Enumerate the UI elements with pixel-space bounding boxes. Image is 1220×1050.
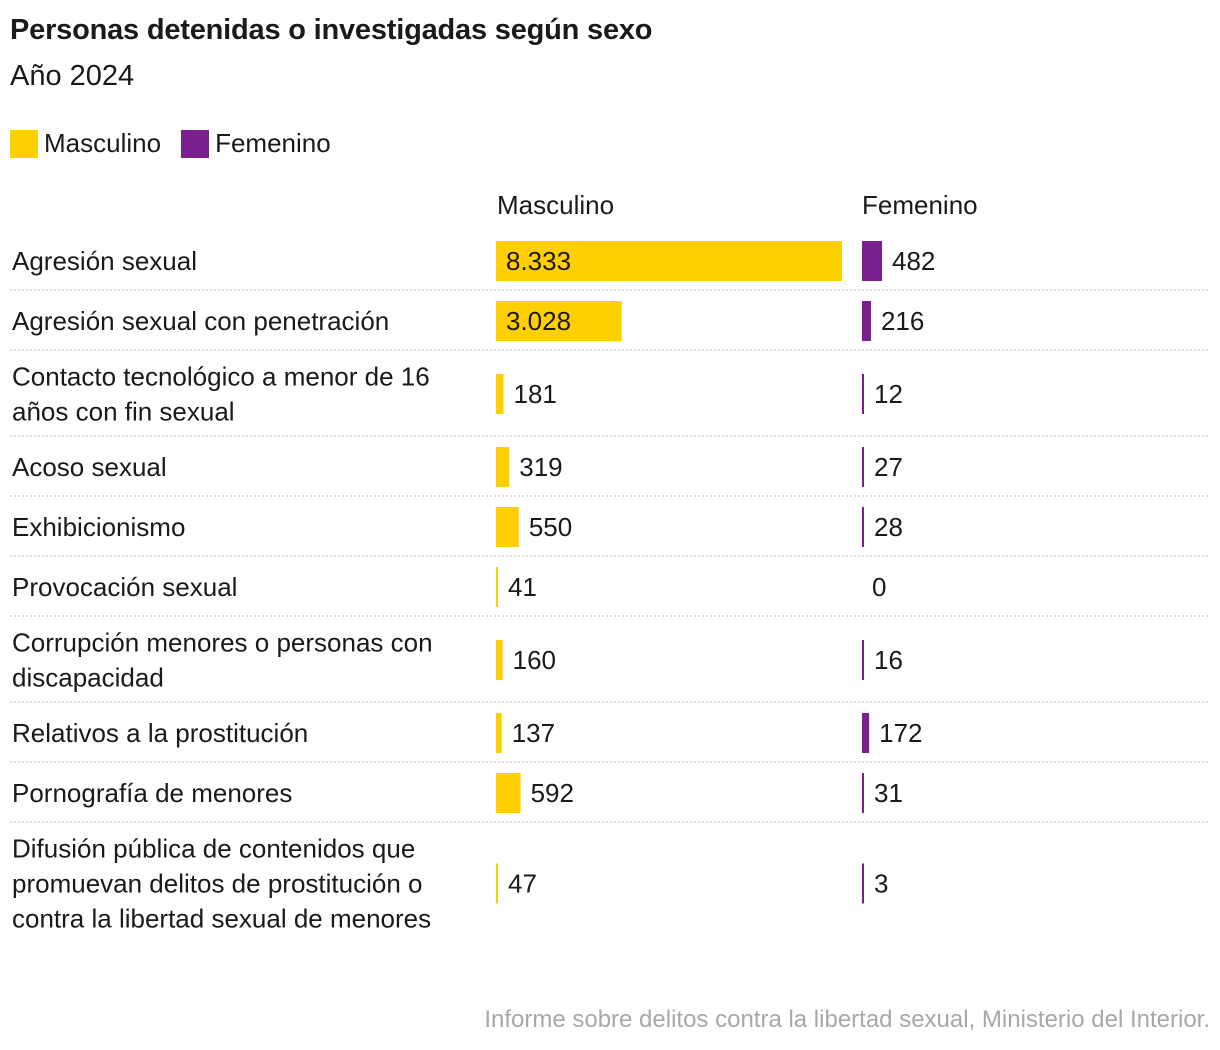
bar-masculino [496, 773, 521, 813]
bar-chart: Agresión sexual 8.333 482 Agresión sexual c… [10, 241, 1208, 934]
value-label-masculino: 319 [519, 452, 562, 482]
value-label-femenino: 27 [874, 452, 903, 482]
row-label: Acoso sexual [12, 452, 167, 482]
bar-masculino [496, 241, 842, 281]
bar-masculino [496, 713, 502, 753]
legend-item-masculino: Masculino [10, 128, 161, 159]
value-label-masculino: 137 [512, 718, 555, 748]
value-label-masculino: 8.333 [506, 246, 571, 276]
bar-femenino [862, 241, 883, 281]
row-label: Agresión sexual [12, 246, 197, 276]
row-label: Contacto tecnológico a menor de 16 [12, 362, 430, 392]
value-label-masculino: 592 [531, 778, 574, 808]
legend: Masculino Femenino [10, 128, 351, 159]
row-label: Pornografía de menores [12, 778, 292, 808]
row-label: Difusión pública de contenidos que [12, 834, 415, 864]
legend-label-masculino: Masculino [44, 128, 162, 158]
value-label-masculino: 550 [529, 512, 572, 542]
bar-masculino [496, 863, 498, 904]
bar-femenino [862, 640, 864, 680]
bar-masculino [496, 301, 622, 341]
bar-femenino [862, 507, 864, 547]
bar-masculino [496, 507, 519, 547]
bar-femenino [862, 301, 871, 341]
value-label-masculino: 181 [514, 379, 557, 409]
value-label-femenino: 28 [874, 512, 903, 542]
value-label-femenino: 0 [872, 572, 886, 602]
bar-masculino [496, 640, 503, 680]
bar-femenino [862, 713, 870, 753]
bar-femenino [862, 374, 864, 414]
row-label: años con fin sexual [12, 397, 235, 427]
value-label-femenino: 216 [881, 306, 924, 336]
column-header-femenino: Femenino [862, 190, 978, 220]
value-label-femenino: 172 [879, 718, 922, 748]
source-note: Informe sobre delitos contra la libertad… [484, 1006, 1210, 1033]
legend-label-femenino: Femenino [215, 128, 331, 158]
chart-title: Personas detenidas o investigadas según … [10, 14, 653, 46]
column-header-masculino: Masculino [497, 190, 615, 220]
legend-item-femenino: Femenino [181, 128, 331, 159]
bar-femenino [862, 447, 864, 487]
value-label-masculino: 160 [513, 645, 556, 675]
value-label-femenino: 31 [874, 778, 903, 808]
row-label: discapacidad [12, 663, 164, 693]
row-label: Corrupción menores o personas con [12, 628, 433, 658]
bar-masculino [496, 567, 498, 607]
bar-masculino [496, 447, 510, 487]
legend-swatch-femenino [181, 129, 210, 158]
value-label-masculino: 47 [508, 869, 537, 899]
bar-masculino [496, 374, 504, 414]
row-label: Relativos a la prostitución [12, 718, 308, 748]
value-label-femenino: 12 [874, 379, 903, 409]
value-label-femenino: 3 [874, 869, 888, 899]
value-label-masculino: 3.028 [506, 306, 571, 336]
row-label: Provocación sexual [12, 572, 237, 602]
row-label: promuevan delitos de prostitución o [12, 869, 422, 899]
bar-femenino [862, 863, 864, 904]
row-label: contra la libertad sexual de menores [12, 904, 431, 934]
value-label-femenino: 16 [874, 645, 903, 675]
row-label: Exhibicionismo [12, 512, 185, 542]
row-label: Agresión sexual con penetración [12, 306, 389, 336]
legend-swatch-masculino [10, 129, 38, 158]
chart-subtitle: Año 2024 [10, 60, 135, 92]
value-label-masculino: 41 [508, 572, 537, 602]
bar-femenino [862, 773, 864, 813]
value-label-femenino: 482 [892, 246, 935, 276]
